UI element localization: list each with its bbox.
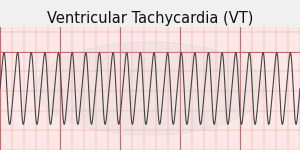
Circle shape	[36, 42, 264, 135]
Text: Ventricular Tachycardia (VT): Ventricular Tachycardia (VT)	[47, 11, 253, 26]
